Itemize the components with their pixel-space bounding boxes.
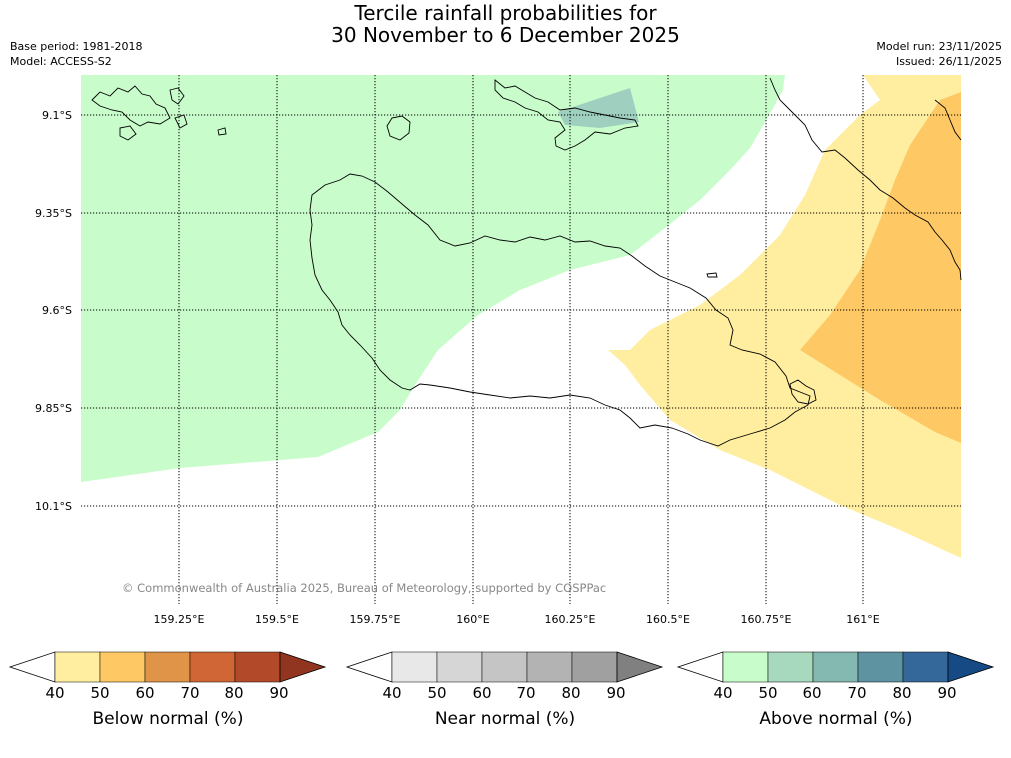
tick-label: 60 [802, 684, 822, 702]
title-line-2: 30 November to 6 December 2025 [331, 23, 680, 47]
colorbar-extend-high [279, 651, 327, 683]
tick-label: 70 [516, 684, 536, 702]
colorbar-segment [526, 651, 573, 683]
russell-islands-coast [119, 125, 137, 141]
issued-date: Issued: 26/11/2025 [895, 55, 1002, 68]
tick-label: 40 [713, 684, 733, 702]
copyright-notice: © Commonwealth of Australia 2025, Bureau… [122, 581, 607, 595]
lon-label: 160.75°E [740, 613, 792, 626]
lon-label: 159.25°E [153, 613, 205, 626]
tick-label: 40 [382, 684, 402, 702]
tick-label: 50 [758, 684, 778, 702]
russell-islands-coast [91, 85, 171, 127]
colorbar-segment [189, 651, 236, 683]
model-name: Model: ACCESS-S2 [10, 55, 112, 68]
lat-label: 9.1°S [42, 109, 72, 122]
coastlines [91, 77, 962, 447]
near-normal-colorbar [345, 651, 664, 683]
above-normal-area [81, 75, 785, 482]
lat-label: 9.35°S [35, 207, 72, 220]
below-normal-colorbar [8, 651, 327, 683]
tick-label: 50 [427, 684, 447, 702]
colorbar-segment [234, 651, 281, 683]
malaita-coast [769, 77, 962, 281]
model-run: Model run: 23/11/2025 [876, 40, 1002, 53]
islet-coast [706, 272, 718, 278]
lat-label: 9.6°S [42, 304, 72, 317]
tick-label: 70 [847, 684, 867, 702]
colorbar-segment [436, 651, 483, 683]
colorbar-segment [857, 651, 904, 683]
colorbar-segment [722, 651, 769, 683]
above-normal-colorbar [676, 651, 995, 683]
russell-islands-coast [174, 114, 188, 129]
colorbar-segment [144, 651, 191, 683]
malaita-coast [934, 99, 962, 141]
colorbar-segment [767, 651, 814, 683]
colorbar-segment [391, 651, 438, 683]
tick-label: 60 [472, 684, 492, 702]
base-period: Base period: 1981-2018 [10, 40, 143, 53]
tick-label: 90 [937, 684, 957, 702]
lon-label: 160.25°E [544, 613, 596, 626]
colorbar-extend-low [676, 651, 724, 683]
colorbar-segment [571, 651, 618, 683]
savo-island-coast [386, 115, 411, 141]
guadalcanal-coast [309, 173, 811, 447]
rainfall-map [81, 75, 962, 604]
russell-islands-coast [169, 87, 185, 105]
near-normal-title: Near normal (%) [434, 709, 576, 729]
lat-label: 9.85°S [35, 402, 72, 415]
graticule [81, 75, 961, 604]
nggela-islands-coast [494, 79, 639, 151]
below-normal-area [608, 75, 961, 558]
tick-label: 60 [135, 684, 155, 702]
lat-label: 10.1°S [35, 500, 72, 513]
lon-label: 159.5°E [255, 613, 299, 626]
colorbar-extend-low [345, 651, 393, 683]
colorbar-segment [99, 651, 146, 683]
colorbar-extend-high [616, 651, 664, 683]
tick-label: 80 [892, 684, 912, 702]
russell-islands-coast [217, 127, 227, 136]
below-normal-title: Below normal (%) [92, 709, 244, 729]
colorbar-segment [54, 651, 101, 683]
tick-label: 50 [90, 684, 110, 702]
tick-label: 90 [606, 684, 626, 702]
lon-label: 160°E [456, 613, 490, 626]
lon-label: 160.5°E [646, 613, 690, 626]
colorbar-segment [812, 651, 859, 683]
tick-label: 90 [269, 684, 289, 702]
tick-label: 80 [561, 684, 581, 702]
colorbar-extend-high [947, 651, 995, 683]
lon-label: 159.75°E [349, 613, 401, 626]
colorbar-segment [902, 651, 949, 683]
tick-label: 40 [45, 684, 65, 702]
tick-label: 80 [224, 684, 244, 702]
colorbar-segment [481, 651, 528, 683]
title-line-1: Tercile rainfall probabilities for [354, 1, 657, 25]
below-normal-stronger-area [800, 92, 961, 443]
lon-label: 161°E [846, 613, 880, 626]
colorbar-extend-low [8, 651, 56, 683]
above-normal-title: Above normal (%) [759, 709, 913, 729]
islet-coast [789, 379, 817, 405]
tick-label: 70 [180, 684, 200, 702]
